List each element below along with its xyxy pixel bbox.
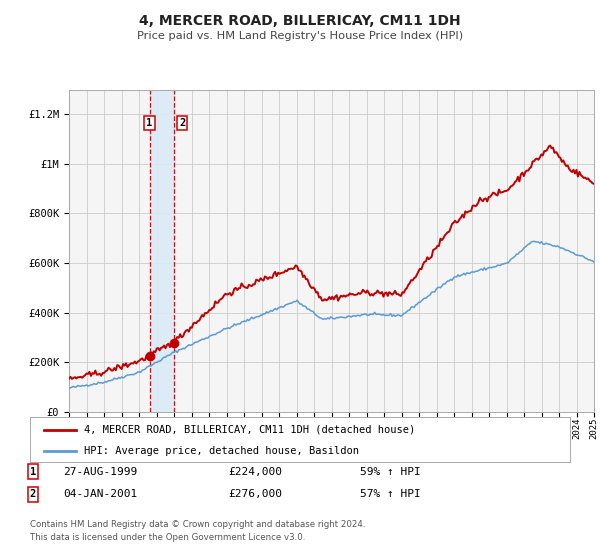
Text: 4, MERCER ROAD, BILLERICAY, CM11 1DH: 4, MERCER ROAD, BILLERICAY, CM11 1DH [139, 14, 461, 28]
Text: 4, MERCER ROAD, BILLERICAY, CM11 1DH (detached house): 4, MERCER ROAD, BILLERICAY, CM11 1DH (de… [84, 424, 415, 435]
Text: Price paid vs. HM Land Registry's House Price Index (HPI): Price paid vs. HM Land Registry's House … [137, 31, 463, 41]
Text: HPI: Average price, detached house, Basildon: HPI: Average price, detached house, Basi… [84, 446, 359, 456]
Text: Contains HM Land Registry data © Crown copyright and database right 2024.: Contains HM Land Registry data © Crown c… [30, 520, 365, 529]
Text: 57% ↑ HPI: 57% ↑ HPI [360, 489, 421, 500]
Text: 2: 2 [30, 489, 36, 500]
Text: 59% ↑ HPI: 59% ↑ HPI [360, 466, 421, 477]
Text: 27-AUG-1999: 27-AUG-1999 [63, 466, 137, 477]
Bar [151, 90, 174, 412]
Text: This data is licensed under the Open Government Licence v3.0.: This data is licensed under the Open Gov… [30, 533, 305, 542]
Text: £276,000: £276,000 [228, 489, 282, 500]
Text: 1: 1 [30, 466, 36, 477]
Text: £224,000: £224,000 [228, 466, 282, 477]
Text: 2: 2 [179, 118, 185, 128]
Text: 1: 1 [146, 118, 152, 128]
Text: 04-JAN-2001: 04-JAN-2001 [63, 489, 137, 500]
